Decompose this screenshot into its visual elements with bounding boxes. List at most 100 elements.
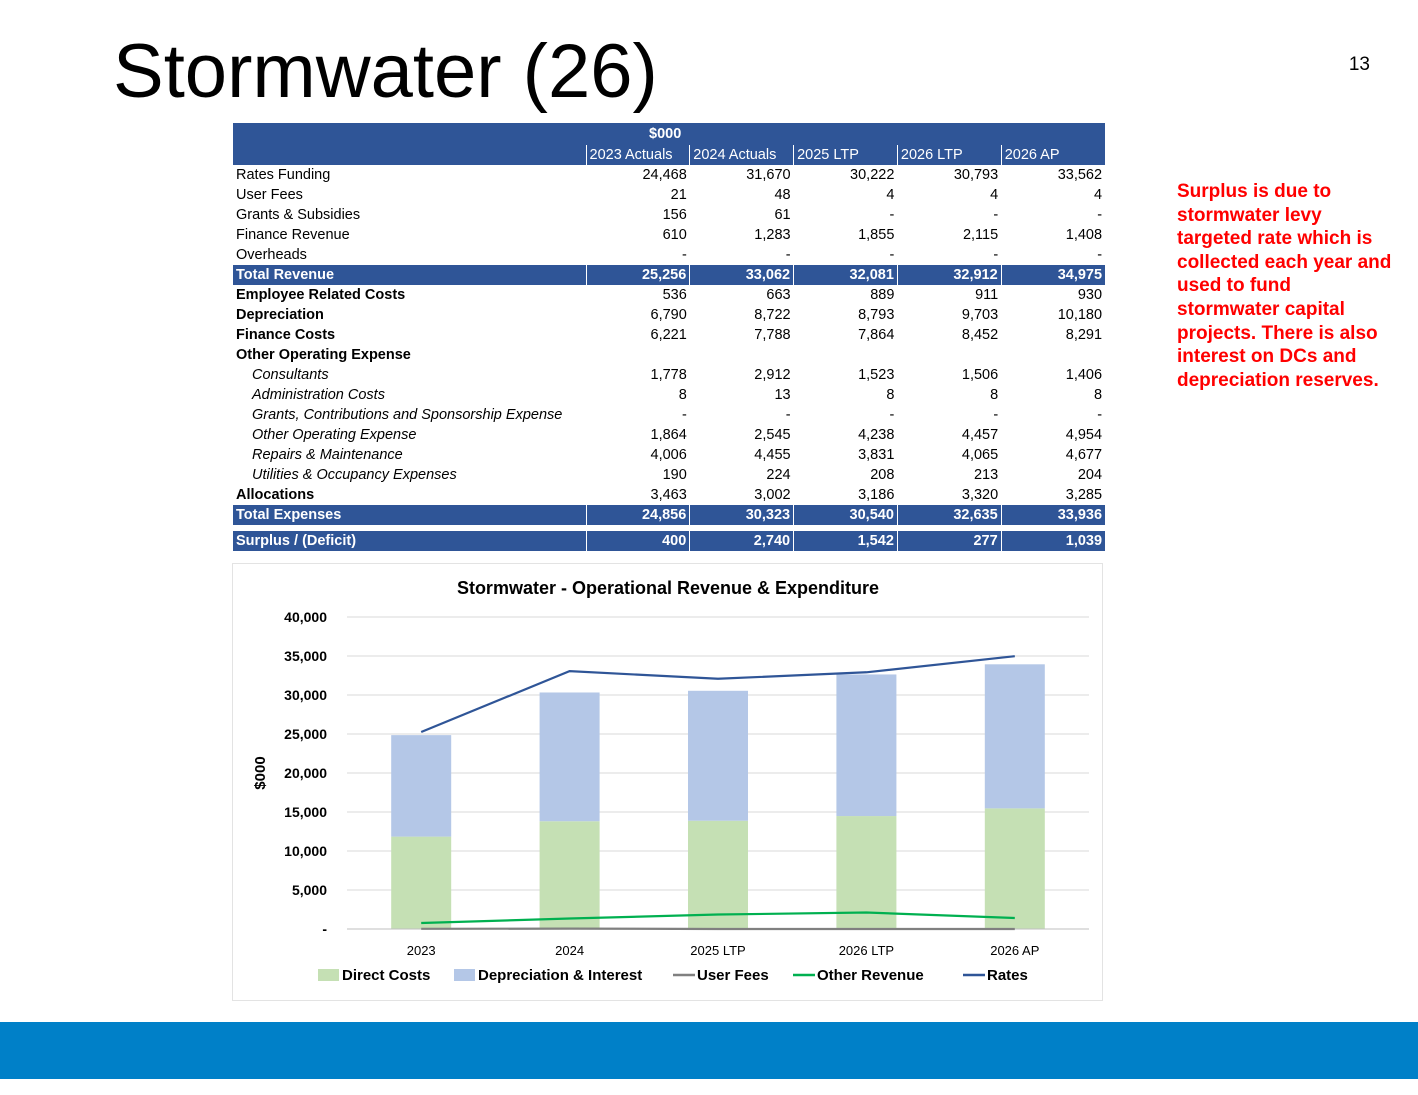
- table-row: Finance Revenue 610 1,283 1,855 2,115 1,408: [233, 225, 1105, 245]
- slide-title: Stormwater (26): [113, 29, 658, 114]
- row-value: 4,006: [650, 447, 687, 463]
- line-other-revenue: [421, 911, 1015, 925]
- table-row: Depreciation 6,790 8,722 8,793 9,703 10,180: [233, 305, 1105, 325]
- row-label: Utilities & Occupancy Expenses: [252, 467, 457, 483]
- x-tick-label: 2025 LTP: [690, 943, 745, 958]
- page-number: 13: [1348, 54, 1370, 75]
- row-value: 536: [662, 287, 687, 303]
- chart-title: Stormwater - Operational Revenue & Expen…: [457, 578, 879, 598]
- row-value: -: [889, 407, 895, 423]
- column-header: 2023 Actuals: [585, 145, 690, 165]
- table-row: User Fees 21 48 4 4 4: [233, 185, 1105, 205]
- y-tick-label: 5,000: [292, 882, 327, 898]
- bar-direct-costs: [391, 836, 452, 929]
- row-value: 8,722: [754, 307, 791, 323]
- row-value: 663: [766, 287, 791, 303]
- row-value: 889: [870, 287, 895, 303]
- row-label: Total Revenue: [233, 265, 586, 285]
- row-label: Allocations: [236, 487, 315, 503]
- row-label: Total Expenses: [233, 505, 586, 525]
- row-label: Rates Funding: [236, 167, 331, 183]
- row-value: 33,936: [1000, 505, 1106, 525]
- row-value: 24,468: [642, 167, 687, 183]
- y-tick-label: 20,000: [284, 765, 327, 781]
- row-value: 213: [973, 467, 999, 483]
- row-value: 30,793: [953, 167, 999, 183]
- row-value: 32,081: [793, 265, 898, 285]
- table-row: Surplus / (Deficit) 400 2,740 1,542 277 1,039: [233, 531, 1106, 551]
- table-row: Grants & Subsidies 156 61 - - -: [233, 205, 1105, 225]
- row-value: 9,703: [961, 307, 999, 323]
- legend-label: Direct Costs: [342, 967, 430, 984]
- row-value: -: [785, 407, 791, 423]
- row-value: [1001, 345, 1105, 365]
- row-value: 3,320: [961, 487, 999, 503]
- row-value: 1,406: [1065, 367, 1103, 383]
- row-label: Other Operating Expense: [236, 347, 411, 363]
- row-value: 10,180: [1057, 307, 1103, 323]
- table-row: Rates Funding 24,468 31,670 30,222 30,793 33,…: [233, 165, 1105, 185]
- table-row: Utilities & Occupancy Expenses 190 224 208 2…: [233, 465, 1105, 485]
- row-value: -: [993, 247, 999, 263]
- row-label: User Fees: [236, 187, 303, 203]
- row-value: 32,635: [896, 505, 1002, 525]
- y-tick-label: 40,000: [284, 609, 327, 625]
- row-value: 4: [1093, 187, 1103, 203]
- unit-header: $000: [586, 123, 1106, 145]
- row-value: 1,778: [650, 367, 687, 383]
- row-value: 7,864: [858, 327, 895, 343]
- table-row: Administration Costs 8 13 8 8 8: [233, 385, 1105, 405]
- row-label: Finance Revenue: [236, 227, 350, 243]
- row-value: 3,463: [650, 487, 687, 503]
- row-label: Surplus / (Deficit): [233, 531, 586, 551]
- row-label: Employee Related Costs: [236, 287, 406, 303]
- table-row: Grants, Contributions and Sponsorship Ex…: [233, 405, 1105, 425]
- row-value: 8: [1093, 387, 1103, 403]
- row-value: 4,677: [1065, 447, 1103, 463]
- row-value: -: [681, 407, 687, 423]
- row-value: 8: [886, 387, 895, 403]
- table-body: Rates Funding 24,468 31,670 30,222 30,793 33,…: [233, 165, 1106, 551]
- column-header: 2025 LTP: [793, 145, 898, 165]
- x-tick-label: 2026 LTP: [839, 943, 894, 958]
- row-value: 1,408: [1065, 227, 1103, 243]
- row-value: 31,670: [746, 167, 791, 183]
- table-row: Repairs & Maintenance 4,006 4,455 3,831 4,06…: [233, 445, 1105, 465]
- row-label: Finance Costs: [236, 327, 336, 343]
- row-label: Repairs & Maintenance: [252, 447, 403, 463]
- row-value: -: [1097, 407, 1103, 423]
- row-label: Overheads: [236, 247, 307, 263]
- row-value: 1,542: [793, 531, 898, 551]
- bar-depreciation-interest: [391, 735, 452, 837]
- legend-swatch: [454, 969, 475, 981]
- row-value: 277: [896, 531, 1002, 551]
- y-tick-label: -: [322, 921, 327, 937]
- row-value: 1,523: [858, 367, 895, 383]
- x-tick-label: 2026 AP: [990, 943, 1039, 958]
- row-label: Grants & Subsidies: [236, 207, 361, 223]
- row-label: Consultants: [252, 367, 329, 383]
- row-label: Grants, Contributions and Sponsorship Ex…: [252, 407, 563, 423]
- bar-direct-costs: [984, 808, 1045, 929]
- row-value: 1,039: [1000, 531, 1106, 551]
- row-value: 208: [870, 467, 895, 483]
- row-value: 1,283: [754, 227, 791, 243]
- footer-bar: [0, 1022, 1418, 1079]
- row-value: 6,790: [650, 307, 687, 323]
- y-tick-label: 30,000: [284, 687, 327, 703]
- row-value: 32,912: [896, 265, 1002, 285]
- row-value: 30,540: [793, 505, 898, 525]
- bar-direct-costs: [836, 816, 897, 929]
- row-value: -: [1097, 247, 1103, 263]
- row-value: 2,912: [754, 367, 791, 383]
- row-label: Depreciation: [236, 307, 324, 323]
- row-value: 8,452: [961, 327, 999, 343]
- legend-label: Depreciation & Interest: [478, 967, 642, 984]
- row-value: [794, 345, 898, 365]
- y-axis-label: $000: [252, 756, 269, 789]
- row-value: -: [993, 207, 999, 223]
- bar-depreciation-interest: [836, 674, 897, 817]
- surplus-note: Surplus is due to stormwater levy target…: [1177, 181, 1392, 391]
- row-value: 1,855: [858, 227, 895, 243]
- column-header: 2026 LTP: [896, 145, 1002, 165]
